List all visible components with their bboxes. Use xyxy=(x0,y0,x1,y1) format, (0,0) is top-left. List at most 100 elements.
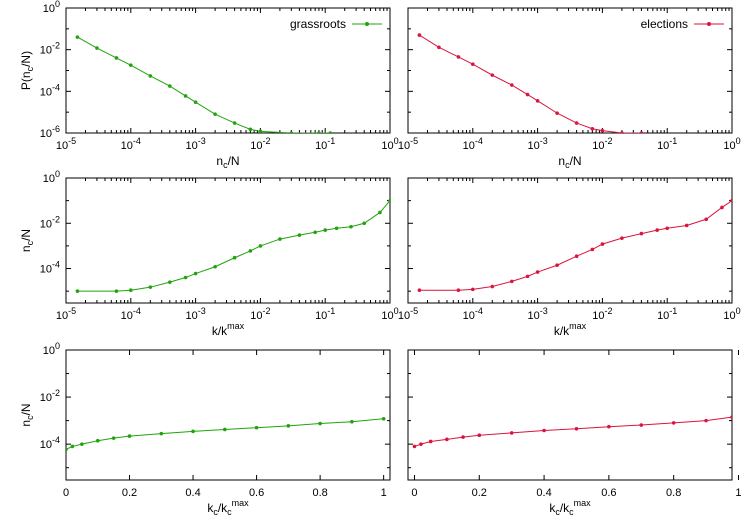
panel-row1-left: 10-5 10-4 10-3 10-2 10-1 100 10-6 10-4 10-2 100 nc… xyxy=(19,0,399,170)
data-point xyxy=(75,35,80,39)
data-point xyxy=(417,33,422,37)
x-tick-label: 10-3 xyxy=(185,306,205,322)
x-tick-label: 0.2 xyxy=(472,487,487,499)
data-point xyxy=(456,55,461,59)
data-point xyxy=(456,288,461,293)
x-axis-label: k/kmax xyxy=(554,321,587,338)
data-point xyxy=(490,73,495,77)
data-point xyxy=(419,442,423,446)
panel-row2-left: 10-5 10-4 10-3 10-2 10-1 100 10-4 10-2 100 k/kmax… xyxy=(19,169,399,338)
data-point xyxy=(445,437,449,442)
data-point xyxy=(555,111,559,115)
x-tick-label: 10-5 xyxy=(398,306,418,322)
y-axis-label: P(nc/N) xyxy=(19,51,35,90)
data-point xyxy=(417,288,422,293)
data-point xyxy=(349,224,353,229)
y-tick-label: 10-2 xyxy=(40,388,60,404)
panel-row3-right: 0 0.2 0.4 0.6 0.8 1 kc/kcmax xyxy=(407,349,742,517)
x-tick-label: 10-1 xyxy=(315,136,335,152)
x-tick-label: 10-3 xyxy=(185,136,205,152)
x-axis-label: nc/N xyxy=(558,154,581,170)
x-tick-label: 10-4 xyxy=(121,136,141,152)
data-point xyxy=(317,131,321,133)
data-point xyxy=(168,280,172,284)
data-point xyxy=(183,94,188,98)
data-point xyxy=(223,427,227,432)
data-point xyxy=(620,131,624,133)
data-point xyxy=(362,221,367,226)
x-tick-label: 0.4 xyxy=(185,487,200,499)
data-point xyxy=(248,127,253,132)
data-point xyxy=(278,237,282,241)
data-point xyxy=(639,231,644,236)
data-point xyxy=(127,434,132,438)
data-point xyxy=(730,415,732,419)
data-point xyxy=(183,275,188,280)
data-point xyxy=(129,288,133,293)
x-axis-label: nc/N xyxy=(216,154,239,170)
data-point xyxy=(318,421,322,426)
data-point xyxy=(671,421,676,425)
series-line-grassroots xyxy=(77,36,331,133)
legend-marker xyxy=(707,22,711,26)
plot-frame xyxy=(407,349,733,481)
data-point xyxy=(159,431,164,436)
x-tick-label: 10-1 xyxy=(657,306,677,322)
data-point xyxy=(590,247,595,252)
data-point xyxy=(600,128,605,133)
data-point xyxy=(490,284,495,289)
data-point xyxy=(535,99,540,103)
legend-label: grassroots xyxy=(290,17,346,31)
x-tick-label: 0 xyxy=(63,487,69,499)
data-point xyxy=(111,436,116,440)
data-point xyxy=(412,444,417,449)
data-point xyxy=(70,444,75,449)
y-tick-label: 10-2 xyxy=(40,41,60,57)
panel-row3-left: 0 0.2 0.4 0.6 0.8 1 10-4 10-2 100 kc/kcmax nc/N xyxy=(19,341,391,517)
data-point xyxy=(471,287,475,292)
x-tick-label: 0.6 xyxy=(601,487,616,499)
legend-label: elections xyxy=(641,17,688,31)
data-point xyxy=(286,424,291,428)
data-point xyxy=(574,121,579,125)
data-point xyxy=(639,423,644,427)
series-line-elections xyxy=(419,34,642,133)
data-point xyxy=(334,226,339,231)
y-tick-label: 100 xyxy=(43,341,60,357)
data-point xyxy=(525,92,530,97)
legend-marker xyxy=(365,22,369,26)
data-point xyxy=(437,45,441,50)
data-point xyxy=(297,233,302,237)
x-tick-label: 10-1 xyxy=(657,136,677,152)
data-point xyxy=(75,289,80,293)
x-tick-label: 0.8 xyxy=(312,487,327,499)
data-point xyxy=(620,236,624,240)
data-point xyxy=(665,226,669,231)
y-tick-label: 10-4 xyxy=(40,260,60,276)
data-point xyxy=(471,62,475,67)
x-tick-label: 100 xyxy=(723,136,740,152)
series-line-grassroots xyxy=(77,200,390,292)
data-point xyxy=(381,416,386,421)
data-point xyxy=(600,242,605,246)
data-point xyxy=(590,126,595,131)
data-point xyxy=(639,131,644,133)
x-axis-label: kc/kcmax xyxy=(549,498,591,517)
x-tick-label: 100 xyxy=(723,306,740,322)
x-tick-label: 10-4 xyxy=(463,136,483,152)
data-point xyxy=(535,270,540,274)
data-point xyxy=(510,279,514,284)
data-point xyxy=(213,112,217,116)
series-line-grassroots xyxy=(66,418,384,450)
x-axis-label: k/kmax xyxy=(212,321,245,338)
data-point xyxy=(213,264,217,269)
data-point xyxy=(193,100,198,105)
x-tick-label: 10-5 xyxy=(398,136,418,152)
y-tick-label: 10-4 xyxy=(40,82,60,98)
y-tick-label: 100 xyxy=(43,169,60,185)
x-tick-label: 1 xyxy=(381,487,387,499)
y-tick-label: 10-4 xyxy=(40,435,60,451)
data-point xyxy=(289,131,294,133)
data-point xyxy=(461,435,465,439)
